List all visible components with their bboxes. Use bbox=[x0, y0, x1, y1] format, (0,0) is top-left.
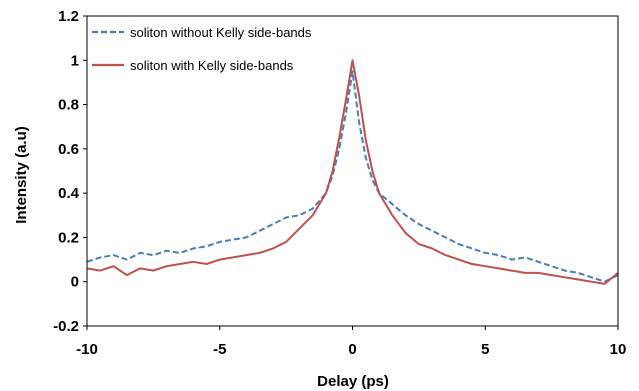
y-tick-label: 0.2 bbox=[58, 229, 79, 246]
y-tick-label: 0.4 bbox=[58, 185, 80, 202]
y-tick-label: 1.2 bbox=[58, 8, 79, 25]
y-tick-label: -0.2 bbox=[53, 318, 79, 335]
x-tick-label: -5 bbox=[213, 341, 226, 358]
y-tick-label: 1 bbox=[71, 52, 79, 69]
x-tick-label: -10 bbox=[76, 341, 98, 358]
legend: soliton without Kelly side-bands soliton… bbox=[92, 25, 312, 73]
series-line-without-kelly bbox=[86, 70, 619, 283]
x-axis-ticks: -10 -5 0 5 10 bbox=[76, 326, 626, 358]
y-axis-label: Intensity (a.u) bbox=[13, 126, 30, 224]
series-line-with-kelly bbox=[86, 59, 619, 285]
x-tick-label: 5 bbox=[481, 341, 489, 358]
legend-label-with-kelly: soliton with Kelly side-bands bbox=[130, 58, 294, 73]
x-tick-label: 0 bbox=[348, 341, 356, 358]
y-axis-ticks: -0.2 0 0.2 0.4 0.6 0.8 1 1.2 bbox=[53, 8, 87, 335]
y-tick-label: 0.8 bbox=[58, 97, 79, 114]
y-tick-label: 0.6 bbox=[58, 141, 79, 158]
legend-label-without-kelly: soliton without Kelly side-bands bbox=[130, 25, 312, 40]
x-axis-label: Delay (ps) bbox=[317, 373, 389, 390]
y-tick-label: 0 bbox=[71, 274, 79, 291]
series-layer bbox=[86, 59, 619, 285]
x-tick-label: 10 bbox=[610, 341, 627, 358]
